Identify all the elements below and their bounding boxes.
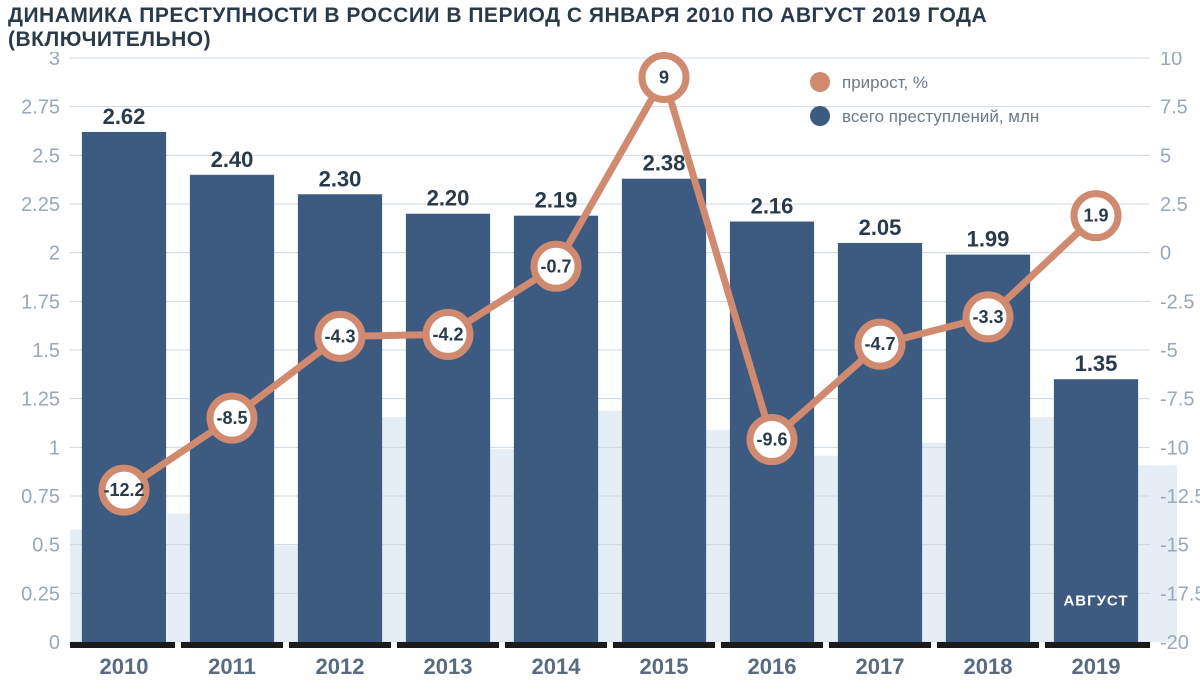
right-axis-label: -5 [1160,340,1178,362]
legend: прирост, % всего преступлений, млн [810,72,1039,126]
bar-value-label: 2.62 [103,104,146,129]
right-axis-label: 0 [1160,243,1171,265]
bar [298,194,382,642]
x-axis-label: 2013 [424,654,473,679]
left-axis-label: 1.75 [21,291,60,313]
left-axis-label: 0.5 [32,535,60,557]
bar-value-label: 1.35 [1075,351,1118,376]
right-axis-label: -7.5 [1160,389,1194,411]
bar-value-label: 2.38 [643,151,686,176]
growth-marker-label: -4.3 [324,326,355,346]
bar-value-label: 2.30 [319,166,362,191]
left-axis-label: 0 [49,632,60,654]
growth-marker-label: -4.7 [864,334,895,354]
x-axis-label: 2010 [100,654,149,679]
growth-marker-label: -4.2 [432,324,463,344]
left-axis-label: 1.5 [32,340,60,362]
left-axis-label: 0.25 [21,583,60,605]
left-axis-label: 0.75 [21,486,60,508]
bar-value-label: 2.16 [751,194,794,219]
august-badge-text: АВГУСТ [1063,593,1128,610]
left-axis-label: 2.5 [32,145,60,167]
left-axis-label: 2 [49,243,60,265]
legend-label: прирост, % [842,73,928,92]
x-axis-label: 2017 [856,654,905,679]
growth-marker-label: 9 [659,67,669,87]
left-axis-label: 2.25 [21,194,60,216]
left-axis-label: 1.25 [21,389,60,411]
right-axis-label: -10 [1160,437,1189,459]
bar [406,214,490,642]
left-axis-label: 2.75 [21,97,60,119]
legend-swatch [810,72,830,92]
right-axis-label: -20 [1160,632,1189,654]
right-axis-label: -2.5 [1160,291,1194,313]
x-axis-label: 2016 [748,654,797,679]
bar-value-label: 2.20 [427,186,470,211]
left-axis-label: 1 [49,437,60,459]
right-axis-label: -15 [1160,535,1189,557]
right-axis-label: 5 [1160,145,1171,167]
bar-value-label: 2.40 [211,147,254,172]
x-axis-label: 2019 [1072,654,1121,679]
growth-marker-label: -8.5 [216,408,247,428]
x-axis-label: 2018 [964,654,1013,679]
growth-marker-label: -0.7 [540,256,571,276]
right-axis-label: 2.5 [1160,194,1188,216]
x-axis-label: 2012 [316,654,365,679]
legend-label: всего преступлений, млн [842,107,1039,126]
right-axis-label: -12.5 [1160,486,1200,508]
chart-svg: 0 0.25 0.5 0.75 1 1.25 1.5 1.75 2 2.25 2.5 2.75 3 -20… [0,52,1200,692]
right-axis-label: 7.5 [1160,97,1188,119]
left-axis-label: 3 [49,52,60,70]
chart-title: ДИНАМИКА ПРЕСТУПНОСТИ В РОССИИ В ПЕРИОД … [0,0,1200,52]
x-axis-label: 2011 [208,654,256,679]
bar-value-label: 2.19 [535,188,578,213]
bar [82,132,166,642]
growth-marker-label: -12.2 [103,480,144,500]
growth-marker-label: 1.9 [1083,206,1108,226]
bar [622,179,706,642]
legend-swatch [810,106,830,126]
bar [838,243,922,642]
growth-marker-label: -9.6 [756,430,787,450]
bar-value-label: 1.99 [967,227,1010,252]
right-axis-label: 10 [1160,52,1182,70]
bar-value-label: 2.05 [859,215,902,240]
x-axis-label: 2014 [532,654,582,679]
right-axis-label: -17.5 [1160,583,1200,605]
chart-container: ДИНАМИКА ПРЕСТУПНОСТИ В РОССИИ В ПЕРИОД … [0,0,1200,670]
growth-marker-label: -3.3 [972,307,1003,327]
x-axis-label: 2015 [640,654,689,679]
